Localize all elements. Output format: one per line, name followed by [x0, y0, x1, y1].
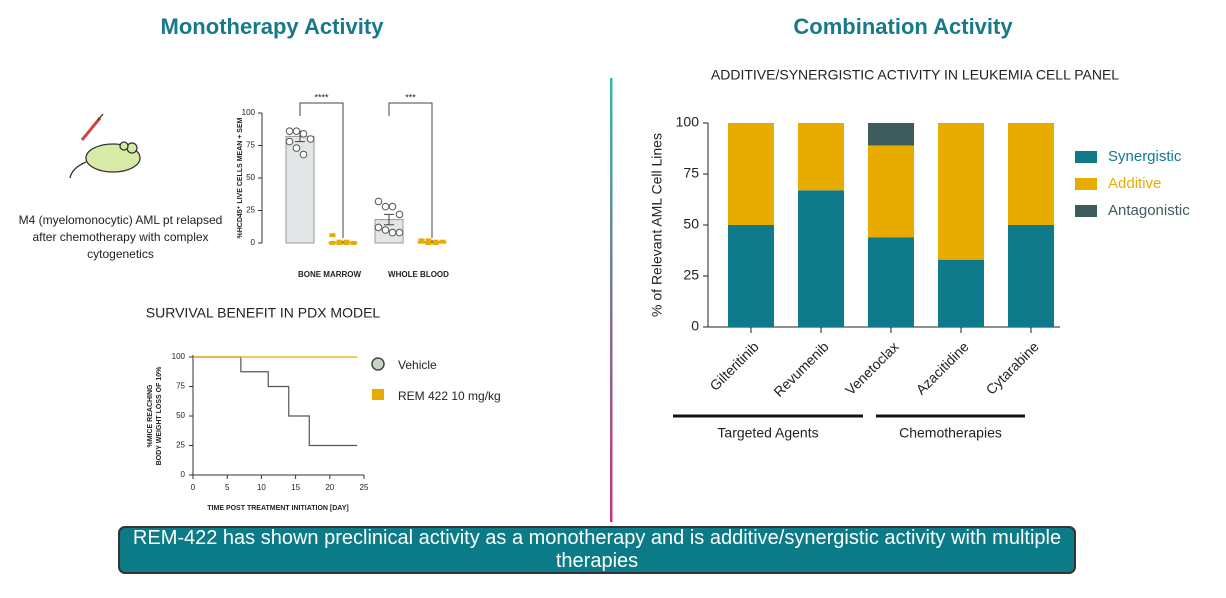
y-tick-label: 25 [176, 441, 185, 450]
bar-segment [868, 145, 914, 238]
data-point [388, 202, 397, 211]
y-tick-label: 75 [683, 165, 699, 181]
data-point [329, 233, 336, 238]
y-tick-label: 100 [242, 108, 256, 117]
y-tick-label: 25 [683, 267, 699, 283]
legend-label: Synergistic [1108, 148, 1182, 165]
y-axis-label: BODY WEIGHT LOSS OF 10% [156, 366, 163, 465]
x-tick-label: 5 [225, 483, 230, 492]
y-tick-label: 75 [176, 382, 185, 391]
data-point [432, 241, 439, 245]
data-point [381, 202, 390, 211]
legend-marker [1075, 151, 1097, 163]
legend-marker [1075, 178, 1097, 190]
error-bar [384, 213, 394, 226]
data-point [439, 239, 446, 244]
y-axis-label: % of Relevant AML Cell Lines [649, 133, 665, 317]
right-heading: Combination Activity [793, 14, 1013, 39]
data-point [418, 239, 425, 244]
data-point [374, 223, 383, 232]
y-tick-label: 25 [246, 206, 255, 215]
y-axis-label: %HCD45⁺ LIVE CELLS MEAN + SEM [237, 117, 244, 238]
y-tick-label: 50 [246, 173, 255, 182]
data-point [285, 137, 294, 146]
legend-label: Vehicle [398, 358, 437, 372]
significance-bracket [299, 102, 344, 238]
chart-title: ADDITIVE/SYNERGISTIC ACTIVITY IN LEUKEMI… [711, 67, 1119, 83]
bar-segment [938, 123, 984, 260]
legend-label: REM 422 10 mg/kg [398, 389, 501, 403]
legend-label: Antagonistic [1108, 202, 1190, 219]
bar-segment [728, 225, 774, 327]
y-tick-label: 50 [683, 216, 699, 232]
bar-segment [938, 259, 984, 327]
data-point [395, 210, 404, 219]
x-tick-label: WHOLE BLOOD [388, 270, 449, 279]
legend-label: Additive [1108, 175, 1161, 192]
significance-bracket [388, 102, 433, 238]
significance-label: *** [405, 92, 416, 102]
x-tick-label: 10 [257, 483, 266, 492]
x-tick-label: Venetoclax [842, 338, 902, 398]
legend-marker [372, 389, 384, 400]
x-tick-label: 25 [360, 483, 369, 492]
x-tick-label: Gilteritinib [706, 338, 761, 393]
mouse-icon [69, 113, 141, 179]
x-tick-label: Azacitidine [913, 338, 972, 397]
y-tick-label: 0 [691, 318, 699, 334]
data-point [381, 226, 390, 234]
left-heading: Monotherapy Activity [161, 14, 385, 39]
data-point [285, 127, 294, 135]
y-tick-label: 100 [172, 352, 186, 361]
data-point [388, 228, 397, 237]
data-point [329, 241, 336, 245]
chart-title: SURVIVAL BENEFIT IN PDX MODEL [146, 305, 381, 321]
bar-segment [1008, 225, 1054, 327]
data-point [292, 144, 301, 152]
legend-marker [1075, 205, 1097, 217]
y-tick-label: 0 [251, 238, 256, 247]
bar-segment [798, 123, 844, 191]
bar-segment [728, 123, 774, 225]
data-point [299, 150, 308, 159]
group-label: Targeted Agents [717, 425, 818, 441]
y-tick-label: 0 [181, 470, 186, 479]
data-point [350, 241, 357, 245]
summary-banner: REM-422 has shown preclinical activity a… [118, 526, 1076, 574]
axes [192, 355, 364, 476]
bar-segment [1008, 123, 1054, 225]
x-axis-label: TIME POST TREATMENT INITIATION [DAY] [207, 505, 348, 512]
bar-segment [868, 123, 914, 146]
y-tick-label: 75 [246, 141, 255, 150]
bar-segment [798, 190, 844, 327]
data-point [425, 241, 432, 245]
data-point [292, 127, 301, 135]
x-tick-label: 0 [191, 483, 196, 492]
data-point [425, 238, 432, 243]
x-tick-label: BONE MARROW [298, 270, 362, 279]
data-point [306, 135, 315, 143]
x-tick-label: 15 [291, 483, 300, 492]
y-tick-label: 100 [676, 114, 700, 130]
significance-label: **** [314, 92, 329, 102]
survival-line [193, 356, 358, 447]
model-caption: M4 (myelomonocytic) AML pt relapsed afte… [18, 213, 223, 261]
divider [610, 78, 613, 522]
group-label: Chemotherapies [899, 425, 1002, 441]
data-point [336, 241, 343, 245]
data-point [374, 197, 383, 206]
x-tick-label: 20 [325, 483, 334, 492]
x-tick-label: Revumenib [770, 338, 832, 400]
data-point [395, 228, 404, 237]
x-tick-label: Cytarabine [983, 338, 1042, 397]
y-tick-label: 50 [176, 411, 185, 420]
bar-segment [868, 237, 914, 327]
data-point [299, 130, 308, 138]
bar [285, 135, 315, 244]
y-axis-label: %MICE REACHING [147, 384, 154, 448]
data-point [343, 241, 350, 245]
legend-marker [371, 357, 385, 371]
